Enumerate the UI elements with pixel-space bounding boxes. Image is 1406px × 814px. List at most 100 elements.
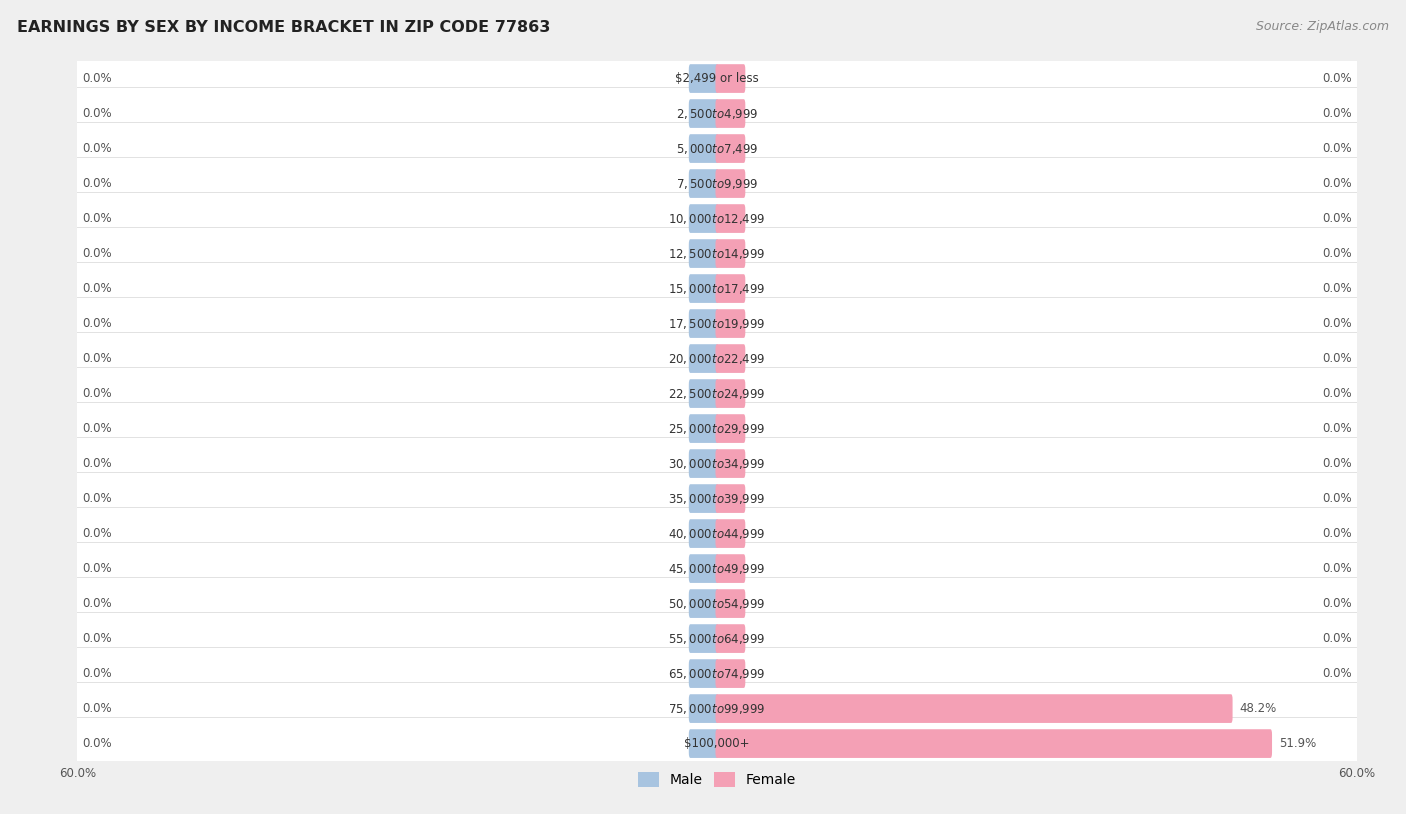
Text: $5,000 to $7,499: $5,000 to $7,499 xyxy=(676,142,758,155)
Text: $22,500 to $24,999: $22,500 to $24,999 xyxy=(668,387,766,400)
Text: 0.0%: 0.0% xyxy=(1322,247,1351,260)
FancyBboxPatch shape xyxy=(689,309,718,338)
FancyBboxPatch shape xyxy=(716,694,1233,723)
FancyBboxPatch shape xyxy=(689,99,718,128)
FancyBboxPatch shape xyxy=(689,694,718,723)
FancyBboxPatch shape xyxy=(716,64,745,93)
FancyBboxPatch shape xyxy=(716,484,745,513)
Legend: Male, Female: Male, Female xyxy=(633,767,801,793)
Text: 0.0%: 0.0% xyxy=(1322,142,1351,155)
Text: $15,000 to $17,499: $15,000 to $17,499 xyxy=(668,282,766,295)
Text: 0.0%: 0.0% xyxy=(83,527,112,540)
FancyBboxPatch shape xyxy=(716,519,745,548)
FancyBboxPatch shape xyxy=(0,298,1406,349)
FancyBboxPatch shape xyxy=(689,519,718,548)
FancyBboxPatch shape xyxy=(716,169,745,198)
Text: 0.0%: 0.0% xyxy=(1322,492,1351,505)
Text: $40,000 to $44,999: $40,000 to $44,999 xyxy=(668,527,766,540)
FancyBboxPatch shape xyxy=(689,274,718,303)
FancyBboxPatch shape xyxy=(716,344,745,373)
Text: $2,500 to $4,999: $2,500 to $4,999 xyxy=(676,107,758,120)
Text: $10,000 to $12,499: $10,000 to $12,499 xyxy=(668,212,766,225)
Text: 0.0%: 0.0% xyxy=(83,282,112,295)
FancyBboxPatch shape xyxy=(689,134,718,163)
FancyBboxPatch shape xyxy=(689,379,718,408)
FancyBboxPatch shape xyxy=(689,484,718,513)
Text: 0.0%: 0.0% xyxy=(83,142,112,155)
FancyBboxPatch shape xyxy=(689,169,718,198)
FancyBboxPatch shape xyxy=(716,99,745,128)
Text: 0.0%: 0.0% xyxy=(83,457,112,470)
FancyBboxPatch shape xyxy=(0,333,1406,384)
Text: 0.0%: 0.0% xyxy=(83,667,112,680)
FancyBboxPatch shape xyxy=(0,263,1406,314)
Text: $65,000 to $74,999: $65,000 to $74,999 xyxy=(668,667,766,681)
Text: 0.0%: 0.0% xyxy=(1322,212,1351,225)
Text: 0.0%: 0.0% xyxy=(83,387,112,400)
Text: $100,000+: $100,000+ xyxy=(685,737,749,750)
Text: 0.0%: 0.0% xyxy=(1322,107,1351,120)
Text: 0.0%: 0.0% xyxy=(1322,177,1351,190)
Text: $12,500 to $14,999: $12,500 to $14,999 xyxy=(668,247,766,260)
Text: 0.0%: 0.0% xyxy=(83,492,112,505)
FancyBboxPatch shape xyxy=(0,543,1406,594)
FancyBboxPatch shape xyxy=(0,613,1406,664)
Text: $17,500 to $19,999: $17,500 to $19,999 xyxy=(668,317,766,330)
FancyBboxPatch shape xyxy=(0,718,1406,769)
Text: $75,000 to $99,999: $75,000 to $99,999 xyxy=(668,702,766,716)
FancyBboxPatch shape xyxy=(0,578,1406,629)
FancyBboxPatch shape xyxy=(0,438,1406,489)
FancyBboxPatch shape xyxy=(0,683,1406,734)
Text: 0.0%: 0.0% xyxy=(1322,282,1351,295)
FancyBboxPatch shape xyxy=(689,204,718,233)
Text: 0.0%: 0.0% xyxy=(1322,632,1351,645)
FancyBboxPatch shape xyxy=(689,624,718,653)
Text: 0.0%: 0.0% xyxy=(1322,72,1351,85)
FancyBboxPatch shape xyxy=(689,729,718,758)
Text: $2,499 or less: $2,499 or less xyxy=(675,72,759,85)
FancyBboxPatch shape xyxy=(716,309,745,338)
FancyBboxPatch shape xyxy=(0,158,1406,209)
Text: 0.0%: 0.0% xyxy=(83,107,112,120)
Text: 0.0%: 0.0% xyxy=(1322,422,1351,435)
Text: $20,000 to $22,499: $20,000 to $22,499 xyxy=(668,352,766,365)
FancyBboxPatch shape xyxy=(716,554,745,583)
Text: $55,000 to $64,999: $55,000 to $64,999 xyxy=(668,632,766,646)
FancyBboxPatch shape xyxy=(716,624,745,653)
Text: EARNINGS BY SEX BY INCOME BRACKET IN ZIP CODE 77863: EARNINGS BY SEX BY INCOME BRACKET IN ZIP… xyxy=(17,20,550,35)
Text: 0.0%: 0.0% xyxy=(1322,667,1351,680)
FancyBboxPatch shape xyxy=(0,473,1406,524)
Text: 0.0%: 0.0% xyxy=(83,177,112,190)
Text: 48.2%: 48.2% xyxy=(1240,702,1277,715)
Text: 0.0%: 0.0% xyxy=(1322,352,1351,365)
Text: 0.0%: 0.0% xyxy=(83,597,112,610)
Text: $7,500 to $9,999: $7,500 to $9,999 xyxy=(676,177,758,190)
Text: 0.0%: 0.0% xyxy=(83,317,112,330)
FancyBboxPatch shape xyxy=(716,589,745,618)
FancyBboxPatch shape xyxy=(0,368,1406,419)
FancyBboxPatch shape xyxy=(0,508,1406,559)
FancyBboxPatch shape xyxy=(716,659,745,688)
FancyBboxPatch shape xyxy=(689,414,718,443)
FancyBboxPatch shape xyxy=(716,204,745,233)
FancyBboxPatch shape xyxy=(689,554,718,583)
Text: $50,000 to $54,999: $50,000 to $54,999 xyxy=(668,597,766,610)
Text: 0.0%: 0.0% xyxy=(83,247,112,260)
Text: 0.0%: 0.0% xyxy=(1322,457,1351,470)
Text: 0.0%: 0.0% xyxy=(1322,387,1351,400)
Text: 0.0%: 0.0% xyxy=(83,212,112,225)
FancyBboxPatch shape xyxy=(716,274,745,303)
Text: $30,000 to $34,999: $30,000 to $34,999 xyxy=(668,457,766,470)
FancyBboxPatch shape xyxy=(716,239,745,268)
Text: 0.0%: 0.0% xyxy=(83,737,112,750)
Text: $25,000 to $29,999: $25,000 to $29,999 xyxy=(668,422,766,435)
FancyBboxPatch shape xyxy=(689,239,718,268)
Text: 0.0%: 0.0% xyxy=(1322,562,1351,575)
FancyBboxPatch shape xyxy=(689,344,718,373)
Text: 0.0%: 0.0% xyxy=(83,562,112,575)
Text: 51.9%: 51.9% xyxy=(1279,737,1316,750)
FancyBboxPatch shape xyxy=(0,123,1406,174)
FancyBboxPatch shape xyxy=(716,449,745,478)
Text: 0.0%: 0.0% xyxy=(1322,527,1351,540)
FancyBboxPatch shape xyxy=(689,64,718,93)
